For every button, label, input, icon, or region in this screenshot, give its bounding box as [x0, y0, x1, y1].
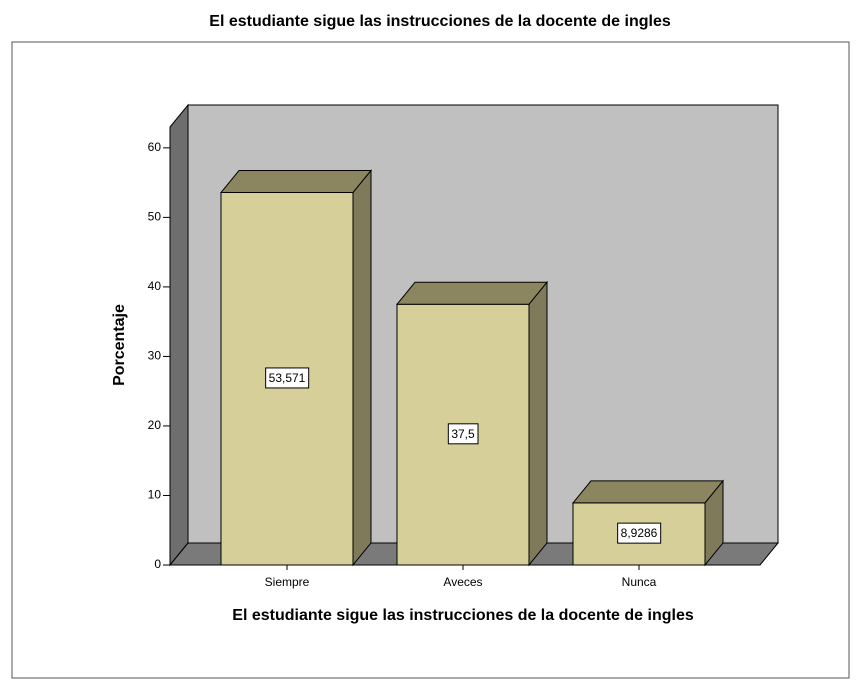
- chart-title: El estudiante sigue las instrucciones de…: [209, 13, 671, 30]
- bar-side: [704, 479, 724, 567]
- y-tick-label: 0: [154, 557, 161, 571]
- x-axis-label: El estudiante sigue las instrucciones de…: [232, 607, 694, 624]
- value-label: 37,5: [451, 427, 475, 441]
- left-wall: [169, 103, 189, 567]
- value-label: 8,9286: [621, 526, 658, 540]
- x-tick-label: Siempre: [265, 575, 310, 589]
- y-tick-label: 10: [148, 488, 162, 502]
- bar-top: [219, 170, 373, 194]
- value-label-box: [265, 367, 310, 389]
- value-label-box: [617, 522, 662, 544]
- y-axis-label: Porcentaje: [111, 304, 128, 386]
- x-tick-label: Aveces: [443, 575, 482, 589]
- bar-top: [395, 281, 549, 305]
- y-tick-label: 50: [148, 210, 162, 224]
- x-tick-label: Nunca: [622, 575, 657, 589]
- bar-side: [352, 169, 372, 567]
- y-tick-label: 60: [148, 140, 162, 154]
- bar-top: [571, 480, 725, 504]
- y-tick-label: 40: [148, 279, 162, 293]
- y-tick-label: 20: [148, 418, 162, 432]
- value-label: 53,571: [269, 371, 306, 385]
- bar-side: [528, 280, 548, 567]
- y-tick-label: 30: [148, 349, 162, 363]
- value-label-box: [447, 423, 479, 445]
